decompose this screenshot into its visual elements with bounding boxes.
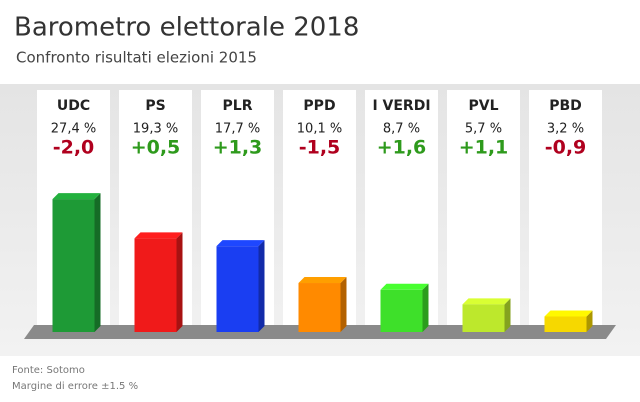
note: Margine di errore ±1.5 % <box>12 381 138 392</box>
category-label: PBD <box>549 98 582 114</box>
bar <box>462 304 505 332</box>
chart-subtitle: Confronto risultati elezioni 2015 <box>16 49 257 67</box>
bar-side <box>176 232 183 332</box>
change-label: +0,5 <box>131 137 181 159</box>
bar-side <box>504 298 511 332</box>
column <box>447 90 520 336</box>
category-label: I VERDI <box>372 98 430 114</box>
bar-top <box>298 277 347 284</box>
bar <box>52 199 95 332</box>
bar <box>544 316 587 332</box>
change-label: -0,9 <box>545 137 587 159</box>
bar-top <box>216 240 265 247</box>
value-label: 17,7 % <box>215 122 260 137</box>
bar-top <box>544 310 593 317</box>
bar <box>216 246 259 332</box>
chart-title: Barometro elettorale 2018 <box>14 13 359 43</box>
change-label: -1,5 <box>299 137 341 159</box>
bar-top <box>134 232 183 239</box>
change-label: +1,1 <box>459 137 509 159</box>
bar-side <box>586 310 593 332</box>
bar <box>298 283 341 332</box>
category-label: PPD <box>303 98 335 114</box>
change-label: +1,3 <box>213 137 263 159</box>
change-label: -2,0 <box>53 137 95 159</box>
value-label: 8,7 % <box>383 122 420 137</box>
bar-side <box>258 240 265 332</box>
category-label: PS <box>145 98 165 114</box>
value-label: 5,7 % <box>465 122 502 137</box>
value-label: 19,3 % <box>133 122 178 137</box>
bar-side <box>94 193 101 332</box>
value-label: 10,1 % <box>297 122 342 137</box>
source: Fonte: Sotomo <box>12 365 85 376</box>
bar <box>380 289 423 332</box>
change-label: +1,6 <box>377 137 427 159</box>
value-label: 27,4 % <box>51 122 96 137</box>
bar <box>134 238 177 332</box>
category-label: UDC <box>57 98 90 114</box>
value-label: 3,2 % <box>547 122 584 137</box>
bar-top <box>462 298 511 305</box>
column <box>529 90 602 336</box>
category-label: PLR <box>223 98 253 114</box>
bar-top <box>380 283 429 290</box>
category-label: PVL <box>468 98 498 114</box>
bar-side <box>340 277 347 332</box>
bar-top <box>52 193 101 200</box>
bar-side <box>422 283 429 332</box>
